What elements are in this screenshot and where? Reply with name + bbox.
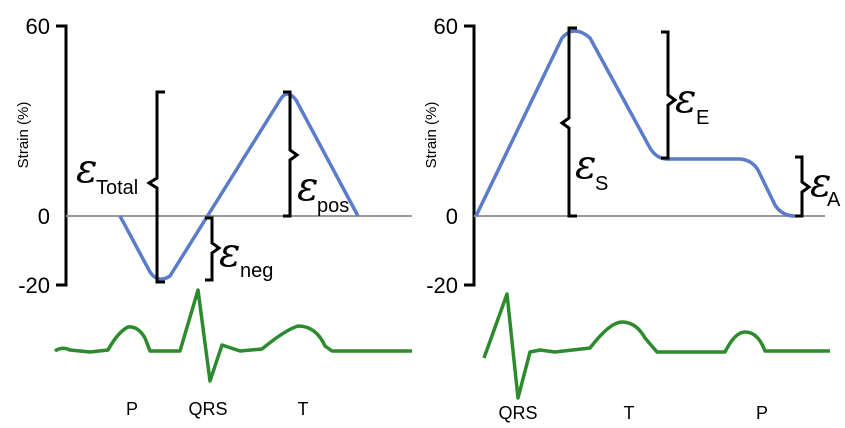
left-ecg-label-p: P [126,399,138,419]
right-strain-curve [474,29,796,218]
right-tick-60: 60 [434,14,458,39]
right-epsilon-a: ε [810,160,831,206]
right-ecg-label-qrs: QRS [498,403,537,423]
left-label-total: Total [96,177,138,199]
left-strain-curve [118,92,360,281]
right-epsilon-e: ε [675,76,696,122]
right-label-s: S [595,173,608,195]
left-tick-60: 60 [26,14,50,39]
right-s-brace [559,26,577,218]
right-ecg-label-p: P [756,403,768,423]
left-y-axis [56,24,68,287]
right-ecg-label-t: T [624,403,635,423]
right-ecg-trace [482,292,830,400]
left-epsilon-neg: ε [219,230,240,276]
left-y-axis-label: Strain (%) [15,102,32,169]
right-e-brace [661,30,678,160]
left-ecg-trace [53,288,412,383]
right-panel: 60 0 -20 Strain (%) ε S ε E ε A QRS T P [423,14,841,423]
right-tick-neg20: -20 [426,273,458,298]
right-y-axis-label: Strain (%) [423,102,440,169]
left-epsilon-total: ε [76,146,97,192]
right-tick-0: 0 [446,204,458,229]
left-tick-neg20: -20 [18,273,50,298]
left-panel: 60 0 -20 Strain (%) ε Total ε pos ε neg … [15,14,412,419]
left-label-pos: pos [317,195,349,217]
left-ecg-label-qrs: QRS [188,399,227,419]
left-total-brace [146,90,165,284]
right-label-a: A [827,189,841,211]
right-epsilon-s: ε [575,142,596,188]
right-label-e: E [696,107,709,129]
left-epsilon-pos: ε [297,164,318,210]
right-a-brace [795,155,812,218]
left-pos-brace [283,90,300,218]
left-tick-0: 0 [38,204,50,229]
left-ecg-label-t: T [298,399,309,419]
left-label-neg: neg [240,260,273,282]
right-y-axis [464,24,476,287]
left-neg-brace [205,216,222,282]
